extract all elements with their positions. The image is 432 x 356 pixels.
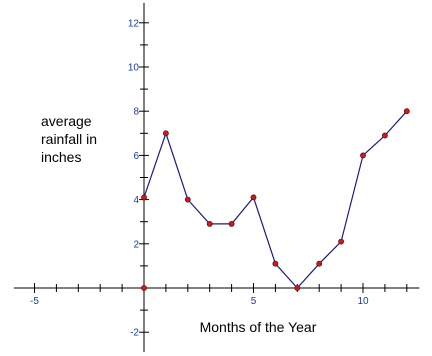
x-axis-title: Months of the Year [200,319,317,335]
x-tick-label: 5 [251,296,257,307]
data-point [360,152,366,159]
data-point [206,221,213,227]
data-point [184,196,191,203]
y-tick-label: 6 [133,151,139,162]
data-point [162,130,169,137]
y-tick-label: 4 [133,195,139,206]
data-point [250,194,257,201]
data-point [338,238,344,245]
data-point [141,194,147,201]
y-axis-title-line-3: inches [41,149,81,165]
data-point [228,221,235,227]
x-tick-label: -5 [30,296,39,307]
data-point [272,260,279,267]
y-tick-label: 8 [133,107,139,118]
y-tick-label: 10 [128,63,140,74]
x-tick-labels: -5 5 10 [30,296,369,307]
y-tick-label: 12 [128,18,140,29]
data-point [403,108,410,115]
y-tick-label: 2 [133,239,139,250]
series-group [141,108,410,291]
data-point [381,132,388,139]
y-tick-label: -2 [130,328,139,339]
x-ticks [34,283,408,293]
y-axis-title-line-2: rainfall in [41,131,97,147]
y-axis-title-line-1: average [41,113,92,129]
data-point [294,285,301,291]
x-tick-label: 10 [357,296,369,307]
data-point [141,285,147,291]
y-tick-labels: -2 2 4 6 8 10 12 [128,18,140,338]
data-point [316,260,323,267]
y-ticks [139,22,149,333]
